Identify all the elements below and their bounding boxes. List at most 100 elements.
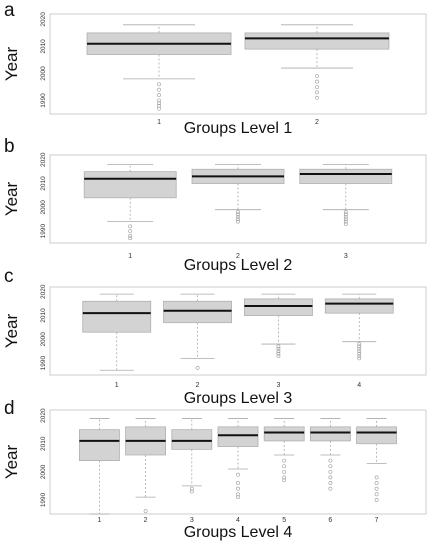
outlier-point: [128, 224, 133, 229]
outlier-point: [157, 103, 161, 108]
box-3: [171, 418, 213, 494]
box-2: [244, 24, 390, 100]
outlier-point: [343, 212, 348, 217]
outlier-point: [195, 365, 200, 370]
y-tick-label: 2010: [40, 436, 47, 451]
outlier-point: [236, 472, 240, 477]
iqr-box: [309, 426, 351, 442]
iqr-box: [163, 300, 232, 324]
x-tick-label: 5: [282, 517, 286, 524]
y-axis-label: Year: [2, 444, 21, 479]
outlier-point: [374, 481, 379, 485]
y-tick-label: 1990: [40, 492, 47, 507]
plot-frame: [49, 154, 427, 244]
y-tick-label: 2020: [40, 12, 47, 27]
iqr-box: [299, 168, 393, 184]
panel-letter: b: [4, 136, 15, 157]
y-tick-label: 2010: [40, 308, 47, 323]
x-tick-label: 2: [196, 382, 200, 389]
outlier-point: [282, 475, 287, 480]
x-tick-label: 4: [236, 517, 240, 524]
outlier-point: [143, 509, 148, 514]
iqr-box: [171, 429, 213, 450]
x-tick-label: 1: [157, 119, 161, 126]
outlier-point: [343, 210, 348, 214]
outlier-point: [128, 233, 133, 238]
outlier-point: [357, 356, 362, 361]
x-axis-label: Groups Level 1: [184, 120, 293, 137]
x-tick-label: 6: [328, 517, 332, 524]
x-axis-label: Groups Level 4: [184, 524, 293, 541]
x-tick-label: 7: [375, 517, 379, 524]
outlier-point: [236, 492, 240, 497]
outlier-point: [276, 349, 281, 354]
outlier-point: [236, 217, 240, 222]
iqr-box: [263, 426, 305, 442]
y-tick-label: 1990: [40, 93, 47, 108]
box-5: [263, 418, 305, 483]
outlier-point: [276, 346, 281, 351]
outlier-point: [315, 90, 319, 95]
box-2: [125, 418, 167, 514]
outlier-point: [236, 212, 240, 217]
x-tick-label: 4: [357, 382, 361, 389]
outlier-point: [157, 82, 161, 87]
box-4: [217, 418, 259, 500]
iqr-box: [83, 171, 177, 199]
x-tick-label: 3: [276, 382, 280, 389]
y-tick-label: 2010: [40, 39, 47, 54]
y-tick-label: 2020: [40, 408, 47, 423]
y-tick-label: 2020: [40, 152, 47, 167]
outlier-point: [157, 93, 161, 97]
iqr-box: [356, 426, 397, 445]
outlier-point: [276, 344, 281, 349]
box-7: [356, 418, 397, 502]
box-2: [191, 164, 285, 224]
outlier-point: [357, 346, 362, 351]
outlier-point: [374, 475, 379, 480]
outlier-point: [357, 351, 362, 356]
outlier-point: [157, 98, 161, 103]
outlier-point: [282, 469, 287, 474]
outlier-point: [315, 79, 319, 84]
outlier-point: [315, 95, 319, 100]
outlier-point: [374, 498, 379, 502]
plot-frame: [49, 286, 427, 376]
box-2: [163, 293, 232, 370]
outlier-point: [236, 495, 240, 500]
outlier-point: [343, 217, 348, 222]
panel-letter: c: [4, 266, 14, 287]
box-1: [83, 164, 177, 241]
y-tick-label: 2010: [40, 176, 47, 191]
y-axis-label: Year: [2, 313, 21, 348]
outlier-point: [236, 214, 240, 219]
outlier-point: [282, 478, 287, 483]
x-axis-label: Groups Level 3: [184, 390, 293, 407]
x-tick-label: 1: [97, 517, 101, 524]
iqr-box: [244, 298, 313, 316]
plot-frame: [49, 409, 427, 515]
iqr-box: [217, 426, 259, 447]
outlier-point: [357, 354, 362, 358]
outlier-point: [236, 210, 240, 214]
outlier-point: [236, 219, 240, 224]
iqr-box: [79, 429, 120, 461]
outlier-point: [343, 214, 348, 219]
outlier-point: [236, 481, 240, 485]
outlier-point: [276, 354, 281, 358]
y-axis-label: Year: [2, 181, 21, 216]
outlier-point: [343, 222, 348, 226]
iqr-box: [324, 298, 394, 314]
x-tick-label: 2: [144, 517, 148, 524]
outlier-point: [157, 87, 161, 92]
x-tick-label: 3: [190, 517, 194, 524]
outlier-point: [276, 351, 281, 356]
outlier-point: [189, 489, 194, 494]
outlier-point: [328, 458, 333, 463]
x-tick-label: 2: [236, 253, 240, 260]
box-1: [82, 293, 152, 371]
panel-letter: d: [4, 398, 15, 419]
outlier-point: [357, 342, 362, 346]
iqr-box: [244, 32, 390, 50]
x-axis-label: Groups Level 2: [184, 257, 293, 274]
